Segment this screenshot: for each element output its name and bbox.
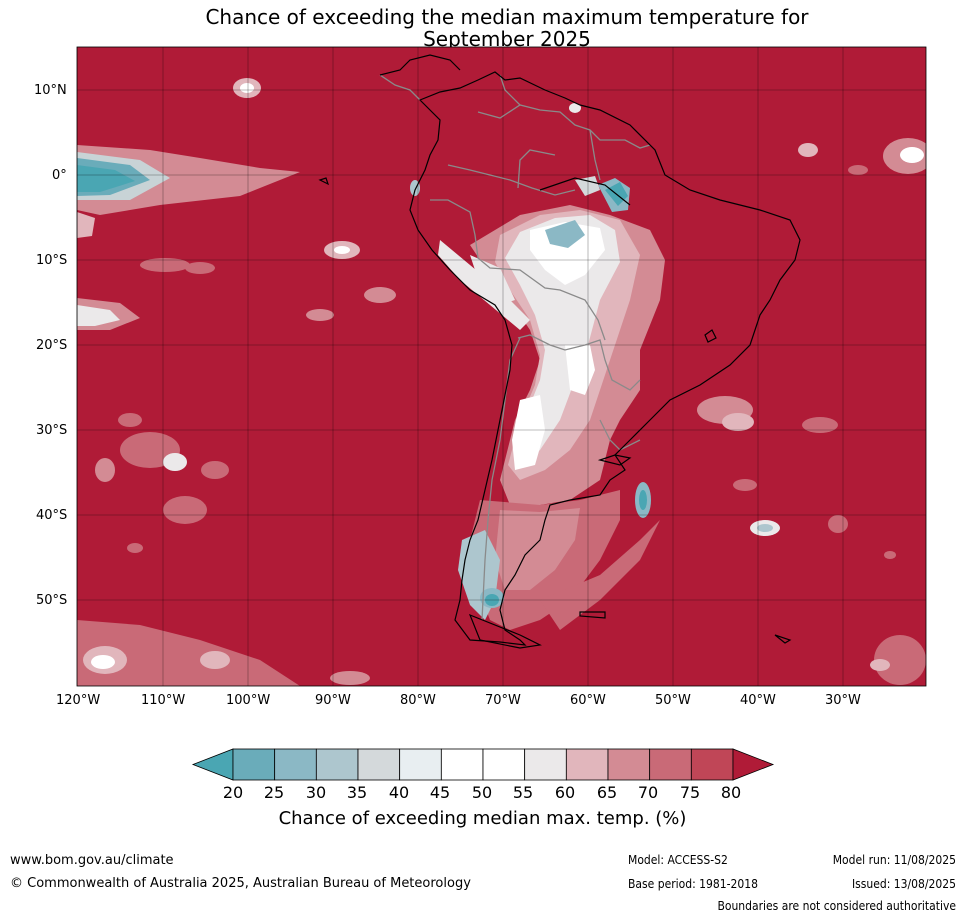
map-title-line1: Chance of exceeding the median maximum t…: [205, 5, 809, 29]
colorbar-tick-60: 60: [554, 783, 576, 802]
colorbar-bin: [440, 748, 484, 781]
colorbar-label: Chance of exceeding median max. temp. (%…: [278, 808, 687, 829]
map-title-line2: September 2025: [423, 27, 591, 51]
colorbar: [191, 748, 775, 781]
lon-label-70w: 70°W: [485, 693, 521, 708]
lon-label-40w: 40°W: [740, 693, 776, 708]
colorbar-tick-70: 70: [637, 783, 659, 802]
colorbar-bin: [232, 748, 276, 781]
footer-model: Model: ACCESS-S2: [628, 853, 728, 867]
colorbar-bin: [649, 748, 692, 781]
lon-label-30w: 30°W: [825, 693, 861, 708]
ocean-patches: [77, 78, 926, 686]
colorbar-tick-35: 35: [346, 783, 368, 802]
lon-label-80w: 80°W: [400, 693, 436, 708]
colorbar-tick-75: 75: [679, 783, 701, 802]
colorbar-bin: [399, 748, 442, 781]
colorbar-bin: [315, 748, 359, 781]
lon-label-50w: 50°W: [655, 693, 691, 708]
colorbar-extend-low: [191, 748, 234, 781]
coastlines: [318, 54, 801, 649]
country-boundaries: [379, 74, 651, 621]
footer-website: www.bom.gov.au/climate: [10, 853, 174, 868]
lon-label-60w: 60°W: [570, 693, 606, 708]
lat-label-10n: 10°N: [34, 83, 67, 98]
lat-label-0: 0°: [52, 168, 67, 183]
colorbar-bin: [690, 748, 734, 781]
footer-copyright: © Commonwealth of Australia 2025, Austra…: [10, 876, 471, 891]
lat-label-10s: 10°S: [36, 253, 68, 268]
colorbar-tick-25: 25: [263, 783, 285, 802]
colorbar-bin: [607, 748, 651, 781]
colorbar-bin: [274, 748, 317, 781]
colorbar-extend-high: [732, 748, 775, 781]
lat-label-50s: 50°S: [36, 593, 68, 608]
colorbar-tick-80: 80: [720, 783, 742, 802]
footer-base-period: Base period: 1981-2018: [628, 877, 759, 891]
colorbar-tick-55: 55: [512, 783, 534, 802]
lon-label-110w: 110°W: [141, 693, 186, 708]
colorbar-tick-65: 65: [596, 783, 618, 802]
footer-issued: Issued: 13/08/2025: [851, 877, 956, 891]
colorbar-tick-20: 20: [222, 783, 244, 802]
lon-label-100w: 100°W: [226, 693, 271, 708]
map-frame: [76, 46, 927, 687]
footer-model-run: Model run: 11/08/2025: [832, 853, 956, 867]
footer-disclaimer: Boundaries are not considered authoritat…: [717, 899, 956, 913]
colorbar-bin: [524, 748, 567, 781]
colorbar-tick-50: 50: [471, 783, 493, 802]
colorbar-bin: [357, 748, 401, 781]
colorbar-bin: [482, 748, 526, 781]
colorbar-tick-30: 30: [305, 783, 327, 802]
lat-label-20s: 20°S: [36, 338, 68, 353]
lat-label-30s: 30°S: [36, 423, 68, 438]
lon-label-90w: 90°W: [315, 693, 351, 708]
colorbar-tick-45: 45: [429, 783, 451, 802]
colorbar-bin: [565, 748, 609, 781]
lon-label-120w: 120°W: [56, 693, 101, 708]
lat-label-40s: 40°S: [36, 508, 68, 523]
colorbar-tick-40: 40: [388, 783, 410, 802]
